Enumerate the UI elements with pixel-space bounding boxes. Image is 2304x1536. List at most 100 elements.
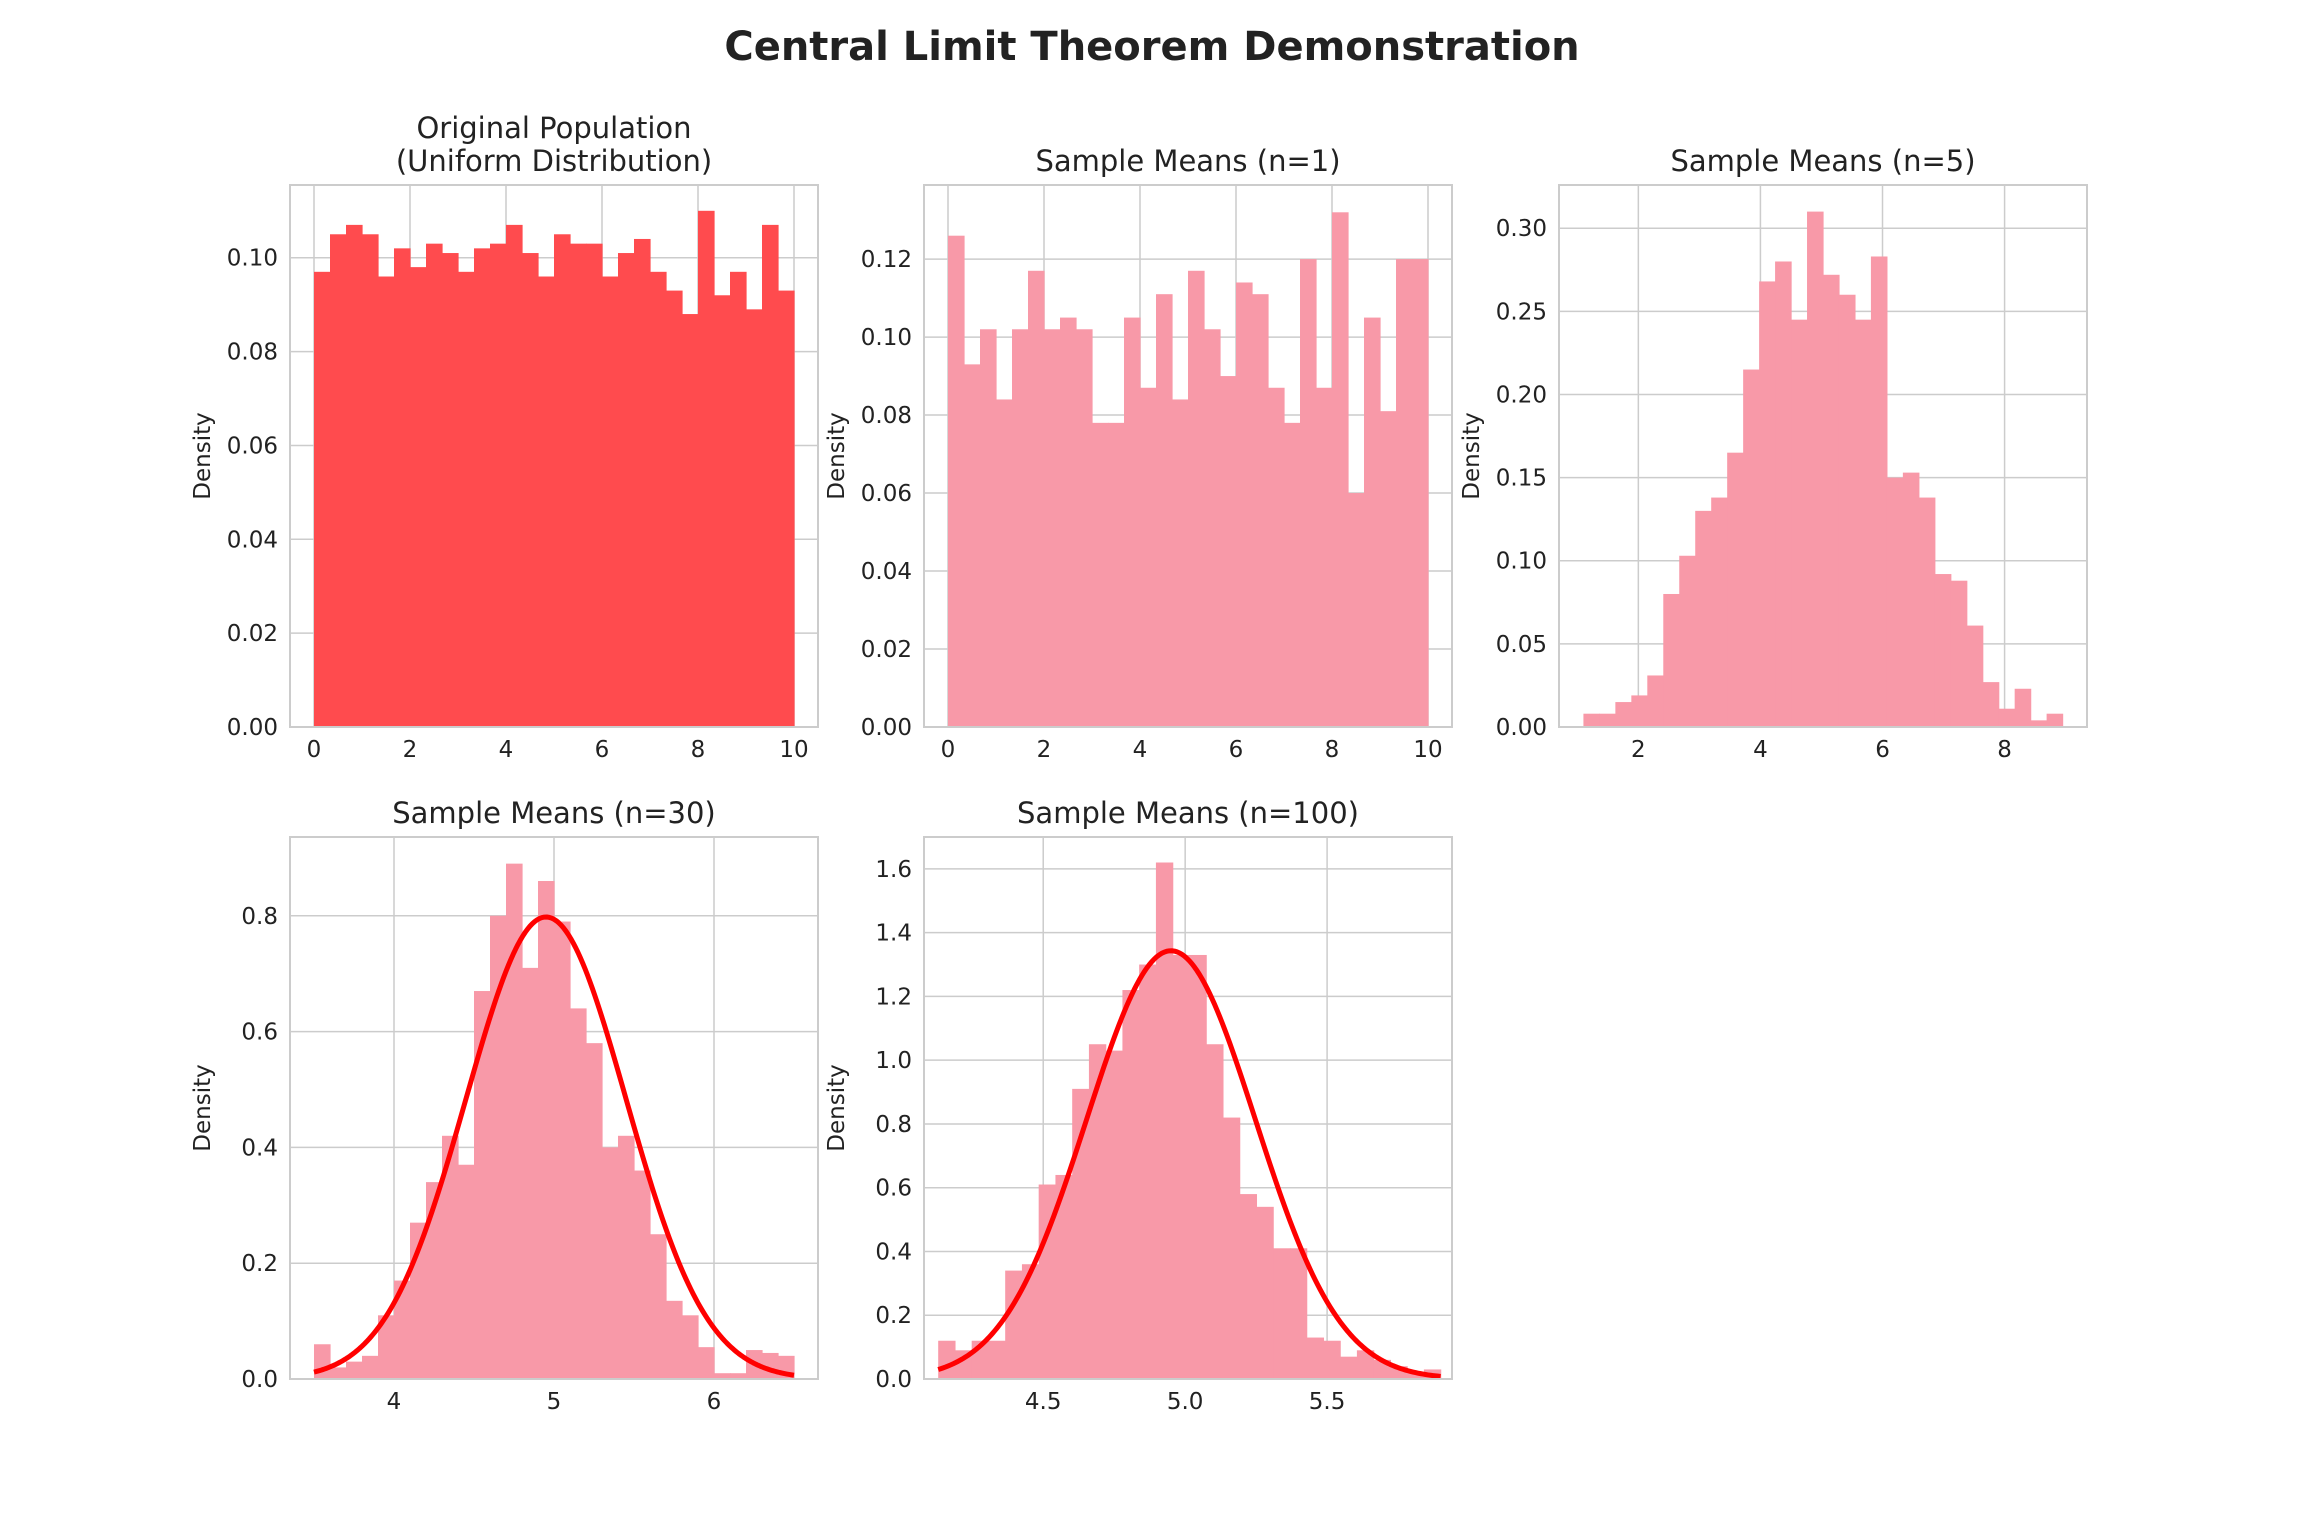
y-tick-label: 0.4: [875, 1239, 912, 1265]
histogram-bar: [1599, 713, 1616, 727]
y-tick-label: 1.6: [875, 857, 912, 883]
histogram-bar: [1124, 317, 1141, 727]
axes-frame: [289, 836, 819, 1380]
histogram-bar: [1396, 259, 1413, 727]
y-tick-label: 0.00: [1496, 715, 1547, 741]
histogram-bar: [506, 863, 523, 1379]
histogram-bar: [762, 224, 779, 727]
histogram-bar: [490, 243, 507, 727]
y-axis-label: Density: [824, 1064, 850, 1151]
histogram-bar: [1284, 422, 1301, 727]
histogram-bar: [1189, 954, 1207, 1379]
normal-fit-curve: [937, 948, 1441, 1379]
histogram-bar: [1289, 1248, 1308, 1379]
histogram-bars: [314, 863, 795, 1379]
histogram-bar: [1695, 510, 1712, 727]
histogram-bar: [730, 1373, 747, 1379]
histogram-bar: [1982, 682, 2000, 727]
y-axis-label: Density: [1459, 412, 1485, 499]
y-tick-label: 1.0: [875, 1048, 912, 1074]
axes-frame: [923, 184, 1453, 728]
histogram-bar: [1348, 493, 1365, 727]
histogram-bar: [426, 243, 443, 727]
histogram-bar: [362, 1355, 379, 1379]
x-tick-label: 5.5: [1309, 1389, 1346, 1415]
histogram-bar: [650, 1234, 667, 1379]
histogram-bar: [1306, 1337, 1325, 1379]
histogram-bar: [1044, 329, 1061, 727]
histogram-bar: [1407, 1372, 1425, 1379]
y-axis-label: Density: [824, 412, 850, 499]
axes-frame: [923, 836, 1453, 1380]
histogram-bar: [1807, 211, 1824, 728]
y-tick-label: 0.30: [1496, 216, 1547, 242]
histogram-bar: [602, 1147, 619, 1379]
histogram-bar: [1055, 1174, 1073, 1379]
x-tick-label: 0: [941, 737, 956, 763]
histogram-bar: [1268, 387, 1285, 727]
figure-title: Central Limit Theorem Demonstration: [724, 24, 1579, 70]
x-tick-label: 2: [1631, 737, 1646, 763]
x-tick-label: 5.0: [1167, 1389, 1204, 1415]
histogram-bar: [1092, 422, 1109, 727]
histogram-bar: [618, 253, 635, 728]
histogram-bar: [1412, 259, 1429, 727]
histogram-bar: [1220, 376, 1237, 727]
y-tick-label: 0.15: [1496, 466, 1547, 492]
histogram-bar: [2046, 713, 2064, 727]
histogram-bar: [1380, 411, 1397, 727]
histogram-bar: [362, 234, 379, 728]
histogram-bar: [1679, 555, 1696, 727]
histogram-bar: [426, 1182, 443, 1379]
histogram-bars: [948, 212, 1429, 727]
histogram-bar: [1583, 713, 1600, 727]
histogram-bar: [964, 364, 981, 727]
subplot-title: (Uniform Distribution): [396, 144, 712, 178]
histogram-bar: [586, 243, 603, 727]
subplot-2: 0 2 4 6 8 10 0.00 0.02 0.04 0.06 0.08 0.10 0.12 Densi…: [824, 144, 1453, 763]
histogram-bar: [1239, 1194, 1258, 1379]
histogram-bar: [1222, 1117, 1241, 1379]
y-tick-label: 0.4: [241, 1135, 278, 1161]
histogram-bar: [1316, 387, 1333, 727]
y-tick-label: 0.06: [861, 481, 912, 507]
histogram-bar: [1332, 212, 1349, 727]
y-tick-label: 0.10: [227, 246, 278, 272]
histogram-bar: [1076, 329, 1093, 727]
histogram-bar: [682, 314, 699, 727]
y-tick-label: 0.04: [227, 527, 278, 553]
y-tick-label: 0.00: [227, 715, 278, 741]
histogram-bar: [506, 224, 523, 727]
histogram-bar: [1206, 1044, 1224, 1379]
histogram-bars: [1583, 211, 2064, 728]
axes-frame: [289, 184, 819, 728]
histogram-bar: [938, 1340, 956, 1379]
y-tick-label: 0.04: [861, 559, 912, 585]
y-tick-label: 0.8: [875, 1112, 912, 1138]
subplot-5: 4.5 5.0 5.5 0.0 0.2 0.4 0.6 0.8 1.0 1.2 1.4 1.6 Dens…: [824, 796, 1453, 1415]
x-tick-label: 4: [499, 737, 514, 763]
histogram-bar: [1060, 317, 1077, 727]
x-tick-label: 8: [1997, 737, 2012, 763]
y-tick-label: 0.10: [1496, 549, 1547, 575]
histogram-bar: [1934, 574, 1952, 727]
histogram-bar: [1918, 497, 1936, 727]
histogram-bar: [474, 248, 491, 727]
histogram-bar: [458, 271, 475, 727]
subplot-4: 4 5 6 0.0 0.2 0.4 0.6 0.8 Density Sample Means (n…: [190, 796, 819, 1415]
histogram-bar: [1364, 317, 1381, 727]
x-tick-label: 6: [707, 1389, 722, 1415]
y-tick-label: 0.6: [875, 1176, 912, 1202]
histogram-bar: [554, 921, 571, 1379]
histogram-bar: [980, 329, 997, 727]
histogram-bars: [314, 210, 795, 728]
histogram-bar: [538, 881, 555, 1379]
x-tick-label: 6: [1875, 737, 1890, 763]
histogram-bar: [682, 1315, 699, 1379]
x-tick-label: 8: [1325, 737, 1340, 763]
histogram-bar: [1172, 399, 1189, 727]
y-axis-label: Density: [190, 1064, 216, 1151]
histogram-bar: [1252, 294, 1269, 727]
histogram-bar: [474, 991, 491, 1379]
